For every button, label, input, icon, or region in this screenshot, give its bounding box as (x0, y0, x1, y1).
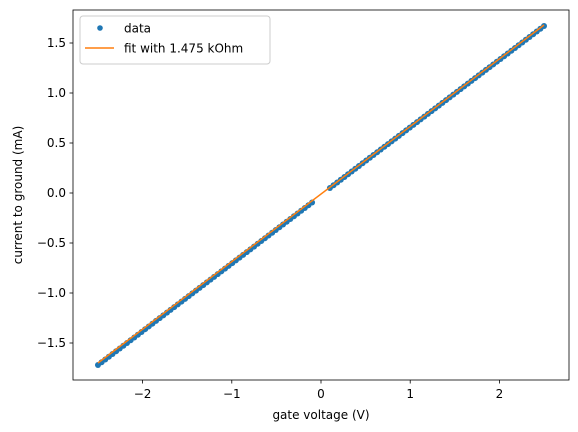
x-axis-label: gate voltage (V) (272, 408, 369, 422)
y-tick-label: −1.5 (37, 336, 66, 350)
legend-box (79, 15, 271, 65)
y-axis-label: current to ground (mA) (11, 126, 25, 265)
x-tick-label: 2 (496, 387, 504, 401)
y-tick-label: 0.0 (47, 186, 66, 200)
fit-line (97, 24, 545, 364)
y-tick-label: −1.0 (37, 286, 66, 300)
y-tick-label: −0.5 (37, 236, 66, 250)
legend-label-fit: fit with 1.475 kOhm (124, 42, 243, 56)
x-tick-label: 0 (317, 387, 325, 401)
y-tick-label: 0.5 (47, 136, 66, 150)
x-axis-ticks: −2 −1 0 1 2 (134, 380, 504, 401)
legend-marker-data (97, 25, 103, 31)
series-layer (94, 23, 548, 368)
y-tick-label: 1.0 (47, 86, 66, 100)
y-axis-ticks: −1.5 −1.0 −0.5 0.0 0.5 1.0 1.5 (37, 36, 73, 350)
y-tick-label: 1.5 (47, 36, 66, 50)
x-tick-label: 1 (406, 387, 414, 401)
x-tick-label: −2 (134, 387, 152, 401)
data-point (541, 23, 548, 29)
x-tick-label: −1 (223, 387, 241, 401)
legend: data fit with 1.475 kOhm (79, 15, 271, 65)
legend-label-data: data (124, 22, 151, 36)
